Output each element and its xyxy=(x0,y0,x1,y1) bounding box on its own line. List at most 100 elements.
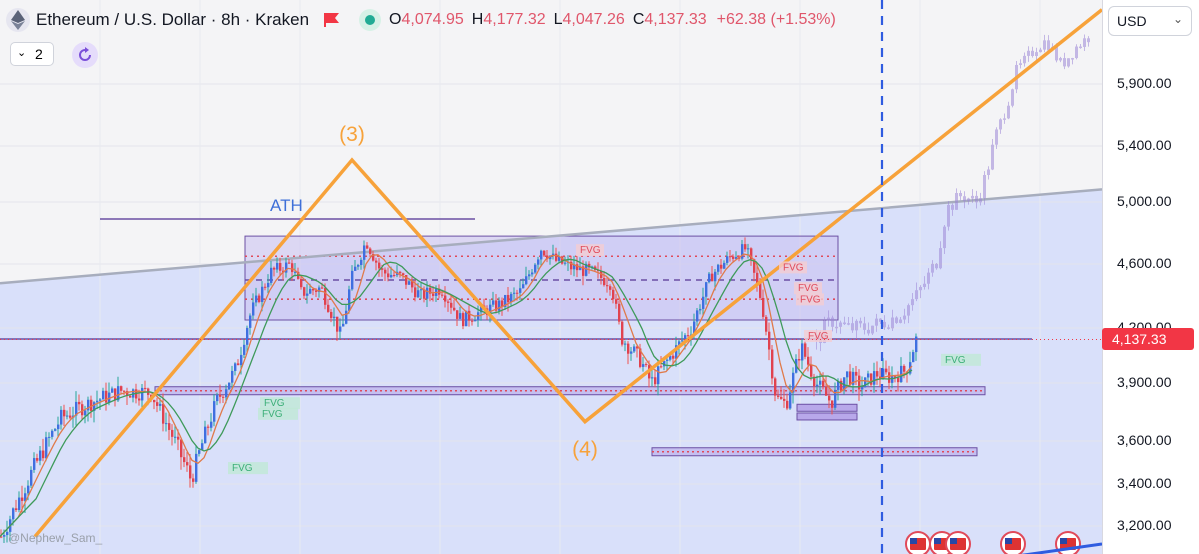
chart-area[interactable]: ATH (3) (4) FVG FVG FVG FVG FVG FVG FVG FVG FVG xyxy=(0,0,1102,554)
projection-body xyxy=(1007,105,1010,119)
candle xyxy=(75,391,78,426)
projection-candle xyxy=(899,317,902,324)
candle-body xyxy=(732,256,735,259)
fvg-tag-bg xyxy=(228,462,268,475)
candle-body xyxy=(192,478,195,482)
projection-body xyxy=(995,129,998,145)
projection-candle xyxy=(1007,101,1010,120)
candle xyxy=(192,473,195,488)
candle-body xyxy=(198,450,201,454)
fvg-tag: FVG xyxy=(228,462,268,475)
candle xyxy=(333,307,336,327)
candle-body xyxy=(246,327,249,345)
candle xyxy=(453,299,456,312)
candle-body xyxy=(801,343,804,361)
candle xyxy=(783,389,786,408)
candle-body xyxy=(915,336,918,353)
candle-body xyxy=(453,307,456,311)
projection-body xyxy=(1035,52,1038,56)
candle-body xyxy=(339,326,342,332)
candle xyxy=(546,250,549,263)
candle-body xyxy=(804,343,807,357)
projection-candle xyxy=(827,310,830,327)
candle-body xyxy=(423,289,426,299)
candle-body xyxy=(162,403,165,424)
candle-body xyxy=(639,348,642,367)
candle xyxy=(36,453,39,463)
candle xyxy=(531,269,534,277)
candle xyxy=(45,431,48,462)
candle-body xyxy=(480,305,483,313)
candle-body xyxy=(714,271,717,282)
projection-candle xyxy=(1019,59,1022,69)
candle-body xyxy=(636,346,639,349)
projection-candle xyxy=(1063,52,1066,70)
candle-body xyxy=(645,364,648,366)
projection-body xyxy=(979,198,982,203)
price-scale[interactable]: 5,900.00 5,400.00 5,000.00 4,600.00 4,200.00… xyxy=(1102,0,1199,554)
fvg-tag: FVG xyxy=(260,397,300,410)
refresh-icon[interactable] xyxy=(72,42,98,68)
candle-body xyxy=(78,401,81,405)
candle-body xyxy=(684,335,687,341)
projection-body xyxy=(1071,58,1074,60)
candle-body xyxy=(318,287,321,292)
price-tick-label: 3,400.00 xyxy=(1117,475,1172,491)
candle xyxy=(564,256,567,266)
candle xyxy=(213,394,216,427)
candle-body xyxy=(726,256,729,263)
projection-candle xyxy=(887,324,890,330)
candle-body xyxy=(342,323,345,327)
candle-body xyxy=(702,296,705,309)
candle-body xyxy=(381,268,384,270)
projection-candle xyxy=(1067,58,1070,68)
projection-body xyxy=(859,320,862,324)
candle xyxy=(663,360,666,371)
candle xyxy=(774,376,777,402)
status-dot-icon xyxy=(359,9,382,31)
candle-body xyxy=(858,375,861,390)
projection-body xyxy=(1067,58,1070,67)
fvg-tag-bg xyxy=(796,293,824,306)
candle xyxy=(243,338,246,358)
flag-canton xyxy=(950,538,957,544)
indicators-toggle-button[interactable]: ⌄ 2 xyxy=(10,42,54,66)
candle xyxy=(534,263,537,274)
bottom-trend-line xyxy=(1020,542,1102,554)
candle-body xyxy=(372,253,375,261)
candle xyxy=(114,388,117,407)
candle xyxy=(105,382,108,411)
projection-body xyxy=(991,144,994,170)
candle-body xyxy=(624,343,627,345)
candle xyxy=(888,365,891,390)
candle-body xyxy=(33,458,36,470)
symbol-title[interactable]: Ethereum / U.S. Dollar · 8h · Kraken xyxy=(36,10,310,29)
projection-candle xyxy=(927,268,930,290)
candle-body xyxy=(762,297,765,317)
candle xyxy=(741,240,744,261)
candle-body xyxy=(420,289,423,291)
indicator-count: 2 xyxy=(35,46,43,62)
flag-icon[interactable] xyxy=(323,12,341,28)
projection-body xyxy=(1087,38,1090,43)
candle-body xyxy=(900,365,903,383)
us-flag-icon xyxy=(1000,531,1026,554)
candle-body xyxy=(90,399,93,411)
candle-body xyxy=(576,264,579,271)
candle xyxy=(261,281,264,312)
candle xyxy=(615,293,618,309)
flag-canton xyxy=(1005,538,1012,544)
candle-body xyxy=(81,404,84,416)
candle-body xyxy=(441,294,444,296)
fvg-tag: FVG xyxy=(779,261,807,274)
candle-body xyxy=(204,426,207,444)
elliott-wave-path xyxy=(33,8,1102,538)
candle xyxy=(912,349,915,363)
projection-candle xyxy=(907,303,910,324)
candle xyxy=(222,394,225,403)
currency-select[interactable]: USD ⌄ xyxy=(1108,6,1192,36)
candle-body xyxy=(513,292,516,294)
candle xyxy=(30,466,33,488)
price-tick-label: 5,400.00 xyxy=(1117,137,1172,153)
